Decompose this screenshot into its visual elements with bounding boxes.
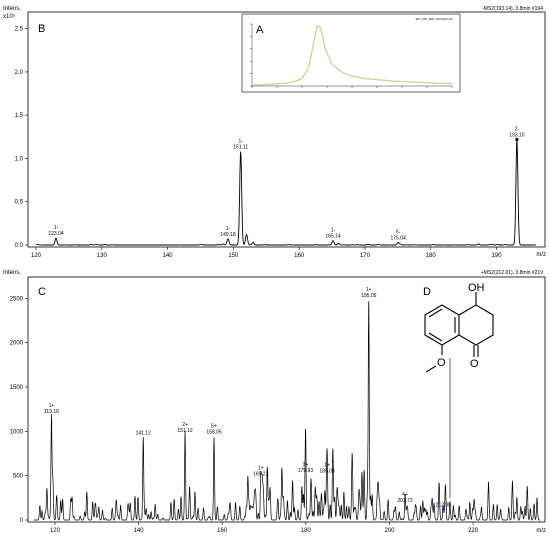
- panel-b-frame: [27, 11, 546, 248]
- panel-c-letter: C: [38, 286, 46, 298]
- panel-c-spectrum-trace: [34, 301, 540, 521]
- y-tick-label: 0.0: [15, 243, 24, 249]
- y-tick-label: 1.0: [15, 156, 24, 162]
- carbonyl-oxygen-label: O: [470, 358, 479, 370]
- y-tick-label: 2000: [10, 341, 24, 347]
- panel-b-letter: B: [38, 23, 45, 35]
- x-tick-label: 180: [426, 253, 437, 259]
- panel-b-xlabel: m/z: [536, 252, 546, 258]
- peak-mz-label: 212.88: [436, 502, 452, 508]
- panel-c-ylabel: Intens.: [3, 270, 21, 276]
- x-tick-label: 160: [217, 528, 228, 534]
- methoxy-bond-2: [425, 365, 437, 373]
- panel-b-spectrum-trace: [35, 140, 536, 246]
- peak-mz-label: 185.08: [319, 469, 335, 475]
- y-tick-label: 1000: [10, 429, 24, 435]
- x-tick-label: 190: [492, 253, 503, 259]
- hydroxyl-label: OH: [468, 282, 485, 294]
- panel-c-frame: [27, 276, 546, 523]
- peak-charge-label: 1-: [54, 225, 59, 231]
- panel-a-axes: [250, 23, 453, 88]
- peak-charge-label: 2-: [515, 126, 520, 132]
- peak-charge-label: 1-: [331, 228, 336, 234]
- y-tick-label: 2.0: [15, 70, 24, 76]
- x-tick-label: 180: [301, 528, 312, 534]
- panel-c-peak-labels: 119.181+141.12 151.122+158.055+169.221+ 17…: [44, 287, 451, 511]
- peak-mz-label: 151.12: [177, 428, 193, 434]
- base-peak-marker: [515, 137, 519, 142]
- y-tick-label: 500: [13, 474, 24, 480]
- x-tick-label: 120: [50, 528, 61, 534]
- peak-charge-label: 1+: [258, 465, 264, 471]
- peak-mz-label: 175.04: [390, 235, 406, 241]
- panel-b-exponent: x10⁵: [3, 13, 16, 20]
- panel-b-header: -MS2(193.14), 3.8min #194: [482, 6, 543, 12]
- panel-c-xlabel: m/z: [536, 528, 546, 534]
- panel-a-chromatogram-trace: [252, 25, 452, 86]
- peak-charge-label: 4+: [402, 492, 408, 498]
- precursor-marker: [441, 507, 445, 511]
- peak-charge-label: 2+: [182, 422, 188, 428]
- y-tick-label: 2500: [10, 296, 24, 302]
- y-tick-label: 1.5: [15, 113, 24, 119]
- panel-a-header: EIC_MS_SRC_EIC(193.14) ...: [416, 17, 457, 21]
- peak-charge-label: 3+: [303, 462, 309, 468]
- x-tick-label: 140: [163, 253, 174, 259]
- panel-c-x-ticks: 120 140 160 180 200 220: [50, 522, 479, 534]
- peak-charge-label: 1+: [324, 463, 330, 469]
- peak-mz-label: 151.11: [233, 145, 248, 151]
- panel-b-ylabel: Intens.: [3, 6, 21, 12]
- peak-mz-label: 165.14: [325, 234, 341, 240]
- x-tick-label: 160: [294, 253, 305, 259]
- peak-charge-label: 1-: [226, 226, 231, 232]
- peak-charge-label: 1+: [49, 403, 55, 409]
- panel-b-x-ticks: 120 130 140 150 160 170 180 190: [31, 247, 502, 259]
- peak-mz-label: 158.05: [206, 430, 222, 436]
- peak-charge-label: 5-: [396, 229, 401, 235]
- x-tick-label: 120: [31, 253, 42, 259]
- x-tick-label: 150: [228, 253, 239, 259]
- peak-mz-label: 169.22: [253, 471, 269, 477]
- panel-c-header: +MS2(212.01), 3.8min #219: [481, 270, 543, 276]
- peak-mz-label: 123.04: [48, 231, 64, 237]
- peak-mz-label: 179.93: [298, 468, 314, 474]
- panel-a-inset-chart: A EIC_MS_SRC_EIC(193.14) ...: [241, 13, 461, 93]
- peak-mz-label: 203.72: [397, 498, 413, 504]
- chemical-structure: [424, 292, 494, 498]
- saturated-ring: [458, 304, 494, 346]
- peak-charge-label: 1+: [366, 287, 372, 293]
- y-tick-label: 0.5: [15, 200, 24, 206]
- x-tick-label: 170: [360, 253, 371, 259]
- panel-d-letter: D: [423, 286, 431, 298]
- y-tick-label: 2.5: [15, 27, 24, 33]
- y-tick-label: 0: [20, 518, 24, 524]
- x-tick-label: 200: [384, 528, 395, 534]
- peak-mz-label: 141.12: [136, 431, 152, 437]
- y-tick-label: 1500: [10, 385, 24, 391]
- methoxy-oxygen-label: O: [437, 357, 446, 369]
- aromatic-double-bond-3: [428, 332, 443, 342]
- x-tick-label: 220: [468, 528, 479, 534]
- peak-mz-label: 195.05: [361, 293, 377, 299]
- panel-b-peak-labels: 123.041-149.181-151.111-165.141-175.045-…: [48, 126, 524, 241]
- peak-mz-label: 149.18: [220, 232, 236, 238]
- panel-a-letter: A: [256, 24, 264, 36]
- x-tick-label: 130: [97, 253, 108, 259]
- peak-charge-label: 5+: [211, 424, 217, 430]
- peak-charge-label: 1-: [238, 139, 243, 145]
- panel-b-y-ticks: 0.0 0.5 1.0 1.5 2.0 2.5: [15, 27, 28, 249]
- peak-mz-label: 193.10: [509, 132, 525, 138]
- panel-b-chart: Intens. x10⁵ -MS2(193.14), 3.8min #194 B…: [3, 6, 546, 259]
- panel-c-y-ticks: 0 500 1000 1500 2000 2500: [10, 296, 28, 524]
- panel-a-frame: [241, 13, 461, 93]
- aromatic-double-bond-1: [428, 308, 443, 318]
- x-tick-label: 140: [134, 528, 145, 534]
- peak-mz-label: 119.18: [44, 409, 59, 415]
- panel-c-chart: Intens. +MS2(212.01), 3.8min #219 C D m/…: [3, 270, 546, 534]
- aromatic-ring: [424, 304, 460, 346]
